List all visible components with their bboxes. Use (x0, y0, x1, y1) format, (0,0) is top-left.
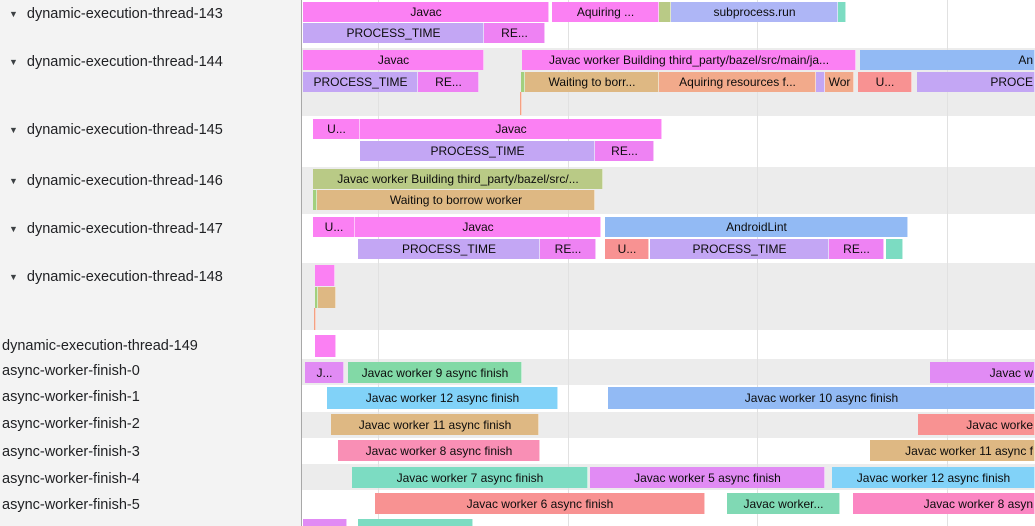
trace-slice[interactable]: U... (605, 239, 649, 259)
track-label: dynamic-execution-thread-148 (26, 269, 223, 285)
collapse-triangle-icon[interactable]: ▼ (9, 224, 18, 234)
sidebar-track-row[interactable]: async-worker-finish-3 (0, 441, 301, 462)
collapse-triangle-icon[interactable]: ▼ (9, 9, 18, 19)
track-label: dynamic-execution-thread-144 (26, 54, 223, 70)
time-gridline (947, 0, 948, 526)
sidebar-track-row[interactable]: ▼ dynamic-execution-thread-148 (0, 267, 301, 287)
trace-slice[interactable]: Javac worke (918, 414, 1035, 435)
trace-slice[interactable]: Javac worker... (727, 493, 840, 514)
trace-slice[interactable]: Javac worker 11 async finish (331, 414, 539, 435)
trace-slice[interactable]: Javac worker 10 async finish (608, 387, 1035, 409)
trace-slice[interactable]: Javac (360, 119, 662, 139)
track-label: dynamic-execution-thread-147 (26, 221, 223, 237)
trace-slice[interactable]: Javac worker 11 async f (870, 440, 1035, 461)
trace-slice[interactable] (358, 519, 473, 526)
trace-slice[interactable]: RE... (418, 72, 479, 92)
track-label: dynamic-execution-thread-145 (26, 122, 223, 138)
trace-slice[interactable]: RE... (829, 239, 884, 259)
trace-slice[interactable]: Aquiring resources f... (659, 72, 816, 92)
trace-slice[interactable] (315, 265, 335, 286)
collapse-triangle-icon[interactable]: ▼ (9, 125, 18, 135)
trace-slice[interactable]: An (860, 50, 1035, 70)
trace-slice[interactable]: Javac worker 9 async finish (348, 362, 522, 383)
sidebar-track-row[interactable]: ▼ dynamic-execution-thread-145 (0, 120, 301, 140)
trace-slice[interactable] (315, 287, 318, 308)
trace-slice[interactable] (816, 72, 825, 92)
trace-slice[interactable]: Javac worker 7 async finish (352, 467, 588, 488)
trace-slice[interactable]: PROCESS_TIME (650, 239, 829, 259)
trace-slice[interactable]: PROCESS_TIME (358, 239, 540, 259)
trace-slice[interactable]: Javac worker 8 asyn (853, 493, 1035, 514)
trace-slice[interactable]: U... (313, 217, 355, 237)
track-name-sidebar: ▼ dynamic-execution-thread-143 ▼ dynamic-ex… (0, 0, 302, 526)
trace-slice[interactable]: Javac worker Building third_party/bazel/… (522, 50, 856, 70)
trace-slice[interactable]: RE... (540, 239, 596, 259)
trace-slice[interactable] (303, 519, 347, 526)
track-label: async-worker-finish-5 (2, 496, 140, 513)
trace-slice[interactable]: RE... (484, 23, 545, 43)
sidebar-track-row[interactable]: ▼ dynamic-execution-thread-144 (0, 52, 301, 72)
track-label: dynamic-execution-thread-146 (26, 173, 223, 189)
trace-slice[interactable]: Javac (355, 217, 601, 237)
trace-slice[interactable]: Javac worker 5 async finish (590, 467, 825, 488)
trace-slice[interactable]: Javac worker 8 async finish (338, 440, 540, 461)
sidebar-track-row[interactable]: ▼ dynamic-execution-thread-146 (0, 171, 301, 191)
time-gridline (757, 0, 758, 526)
trace-slice[interactable] (886, 239, 903, 259)
trace-slice[interactable]: PROCESS_TIME (360, 141, 595, 161)
trace-slice[interactable]: U... (858, 72, 912, 92)
trace-slice[interactable]: Javac worker Building third_party/bazel/… (313, 169, 603, 189)
sidebar-track-row[interactable]: ▼ dynamic-execution-thread-147 (0, 219, 301, 239)
trace-slice[interactable]: Javac worker 12 async finish (327, 387, 558, 409)
trace-slice[interactable]: AndroidLint (605, 217, 908, 237)
sidebar-track-row[interactable]: dynamic-execution-thread-149 (0, 335, 301, 357)
sidebar-track-row[interactable]: async-worker-finish-4 (0, 468, 301, 489)
trace-slice[interactable]: Javac w (930, 362, 1035, 383)
trace-slice[interactable] (520, 92, 522, 115)
trace-slice[interactable] (314, 308, 316, 330)
trace-slice[interactable]: Javac worker 6 async finish (375, 493, 705, 514)
track-background-stripe (302, 263, 1035, 330)
time-gridline (568, 0, 569, 526)
trace-slice[interactable]: PROCESS_TIME (303, 72, 418, 92)
track-label: dynamic-execution-thread-149 (2, 338, 198, 354)
trace-slice[interactable]: Javac (303, 50, 484, 70)
sidebar-track-row[interactable]: ▼ dynamic-execution-thread-143 (0, 4, 301, 24)
trace-slice[interactable] (838, 2, 846, 22)
trace-slice[interactable]: PROCE (917, 72, 1035, 92)
sidebar-track-row[interactable]: async-worker-finish-0 (0, 360, 301, 382)
collapse-triangle-icon[interactable]: ▼ (9, 57, 18, 67)
track-label: async-worker-finish-1 (2, 389, 140, 405)
trace-slice[interactable]: Aquiring ... (552, 2, 659, 22)
time-gridline (378, 0, 379, 526)
collapse-triangle-icon[interactable]: ▼ (9, 272, 18, 282)
track-label: async-worker-finish-4 (2, 470, 140, 487)
trace-slice[interactable] (313, 190, 317, 210)
sidebar-track-row[interactable]: async-worker-finish-1 (0, 386, 301, 408)
trace-slice[interactable]: Javac worker 12 async finish (832, 467, 1035, 488)
trace-slice[interactable] (659, 2, 671, 22)
track-label: async-worker-finish-2 (2, 416, 140, 432)
trace-slice[interactable]: RE... (595, 141, 654, 161)
timeline-canvas[interactable]: Javac Aquiring ... subprocess.run PROCESS_T… (302, 0, 1035, 526)
trace-slice[interactable] (521, 72, 525, 92)
collapse-triangle-icon[interactable]: ▼ (9, 176, 18, 186)
trace-slice[interactable]: Wor (825, 72, 854, 92)
trace-slice[interactable] (318, 287, 336, 308)
trace-slice[interactable]: J... (305, 362, 344, 383)
sidebar-track-row[interactable]: async-worker-finish-2 (0, 413, 301, 435)
trace-slice[interactable]: PROCESS_TIME (303, 23, 484, 43)
trace-slice[interactable]: Javac (303, 2, 549, 22)
trace-slice[interactable]: Waiting to borrow worker (317, 190, 595, 210)
track-label: async-worker-finish-0 (2, 363, 140, 379)
trace-slice[interactable] (315, 335, 336, 357)
track-label: dynamic-execution-thread-143 (26, 6, 223, 22)
trace-slice[interactable]: U... (313, 119, 360, 139)
trace-slice[interactable]: Waiting to borr... (525, 72, 659, 92)
sidebar-track-row[interactable]: async-worker-finish-5 (0, 494, 301, 515)
trace-slice[interactable]: subprocess.run (671, 2, 838, 22)
track-label: async-worker-finish-3 (2, 443, 140, 460)
